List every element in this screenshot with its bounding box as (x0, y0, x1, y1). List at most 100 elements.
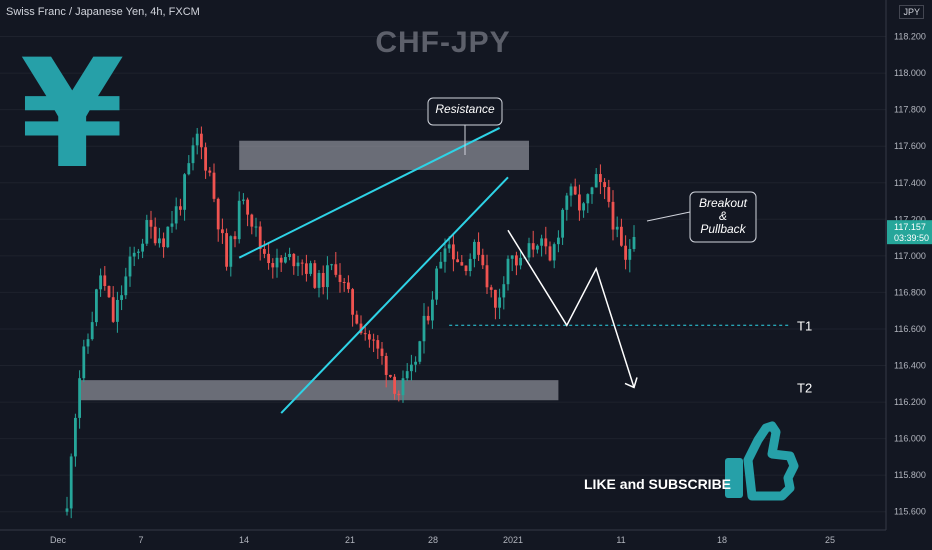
trendline[interactable] (238, 127, 501, 259)
price-tick-label: 116.200 (894, 397, 926, 407)
candle-body (74, 417, 77, 457)
candle-body (141, 243, 144, 252)
candle-body (279, 257, 283, 263)
candle-body (296, 262, 300, 267)
candle-body (191, 145, 195, 164)
candle-body (128, 256, 132, 277)
candle-body (464, 265, 468, 272)
candle-body (166, 226, 170, 248)
candle-body (557, 237, 560, 245)
candle-body (137, 251, 140, 253)
candle-body (116, 299, 119, 322)
candle-body (313, 263, 317, 288)
candle-body (263, 248, 266, 254)
price-tick-label: 115.800 (894, 470, 926, 480)
projection-path[interactable] (507, 229, 635, 388)
time-axis[interactable]: Dec 7 14 21 28 2021 11 18 25 (0, 529, 886, 545)
candle-body (246, 199, 249, 215)
candle-body (326, 265, 329, 288)
candle-body (338, 274, 342, 283)
price-tick-label: 116.000 (894, 434, 926, 444)
candle-body (565, 195, 569, 210)
candle-body (284, 257, 287, 263)
breakout-callout-text: Breakout (699, 196, 748, 210)
candle-body (590, 187, 594, 195)
breakout-callout-pointer (646, 211, 691, 222)
candle-body (607, 187, 611, 202)
trendline[interactable] (280, 176, 509, 414)
resistance-callout-text: Resistance (435, 102, 495, 116)
candle-body (258, 226, 262, 249)
candle-body (594, 174, 598, 188)
price-tick-label: 115.600 (894, 507, 926, 517)
price-tick-label: 116.600 (894, 324, 926, 334)
candle-body (170, 223, 174, 227)
candle-body (174, 206, 178, 224)
candle-body (620, 226, 623, 246)
resistance-zone[interactable] (239, 140, 529, 170)
candle-body (347, 282, 350, 290)
breakout-callout[interactable]: Breakout&Pullback (646, 191, 757, 243)
candle-body (359, 323, 363, 334)
candle-body (330, 264, 333, 266)
candle-body (460, 262, 464, 266)
candle-body (586, 194, 590, 204)
candle-body (212, 172, 216, 199)
candle-body (481, 254, 485, 266)
candle-body (107, 285, 111, 298)
price-tick-label: 117.400 (894, 178, 926, 188)
candle-body (86, 339, 90, 347)
like-subscribe-text: LIKE and SUBSCRIBE (584, 476, 732, 492)
candle-body (183, 174, 186, 210)
candle-body (615, 226, 619, 230)
candle-body (485, 265, 489, 288)
time-tick-label: 11 (616, 535, 625, 545)
price-tick-label: 117.000 (894, 251, 926, 261)
candle-body (405, 371, 409, 379)
candle-body (435, 268, 438, 300)
candle-body (477, 241, 480, 255)
price-tick-label: 117.800 (894, 105, 926, 115)
candle-body (208, 170, 212, 173)
candle-body (111, 297, 115, 322)
candle-body (393, 376, 396, 394)
price-axis[interactable]: 118.200 118.000 117.800 117.600 117.400 117.2… (885, 0, 932, 530)
candle-body (237, 200, 241, 240)
last-price-label: 117.157 (894, 222, 926, 232)
candle-body (632, 237, 636, 249)
thumb-cuff (725, 458, 743, 498)
resistance-callout[interactable]: Resistance (427, 97, 503, 155)
candle-body (149, 220, 153, 227)
price-tick-label: 117.200 (894, 214, 926, 224)
currency-badge[interactable]: JPY (899, 5, 924, 19)
candle-body (548, 246, 552, 261)
time-tick-label: Dec (50, 535, 67, 545)
candle-body (540, 238, 543, 246)
time-tick-label: 7 (138, 535, 143, 545)
candle-body (292, 253, 296, 267)
candle-body (355, 314, 359, 324)
candle-body (305, 263, 308, 274)
candle-body (368, 334, 371, 340)
candle-body (401, 378, 405, 396)
candle-body (288, 253, 291, 258)
candle-body (342, 282, 346, 284)
candle-body (599, 174, 602, 183)
candle-body (65, 508, 69, 512)
candle-body (519, 257, 522, 266)
candle-body (380, 348, 384, 356)
candle-body (179, 206, 182, 210)
candle-body (502, 284, 506, 298)
candle-body (573, 186, 577, 195)
chart-watermark-title: CHF-JPY (375, 26, 511, 59)
candle-body (216, 198, 220, 230)
target-label-t1: T1 (797, 318, 812, 333)
last-price-badge (887, 220, 932, 245)
support-zone[interactable] (79, 380, 559, 401)
candle-body (397, 393, 401, 396)
candle-body (153, 226, 157, 244)
candle-body (447, 244, 451, 249)
candle-body (267, 253, 270, 264)
price-tick-label: 116.800 (894, 287, 926, 297)
